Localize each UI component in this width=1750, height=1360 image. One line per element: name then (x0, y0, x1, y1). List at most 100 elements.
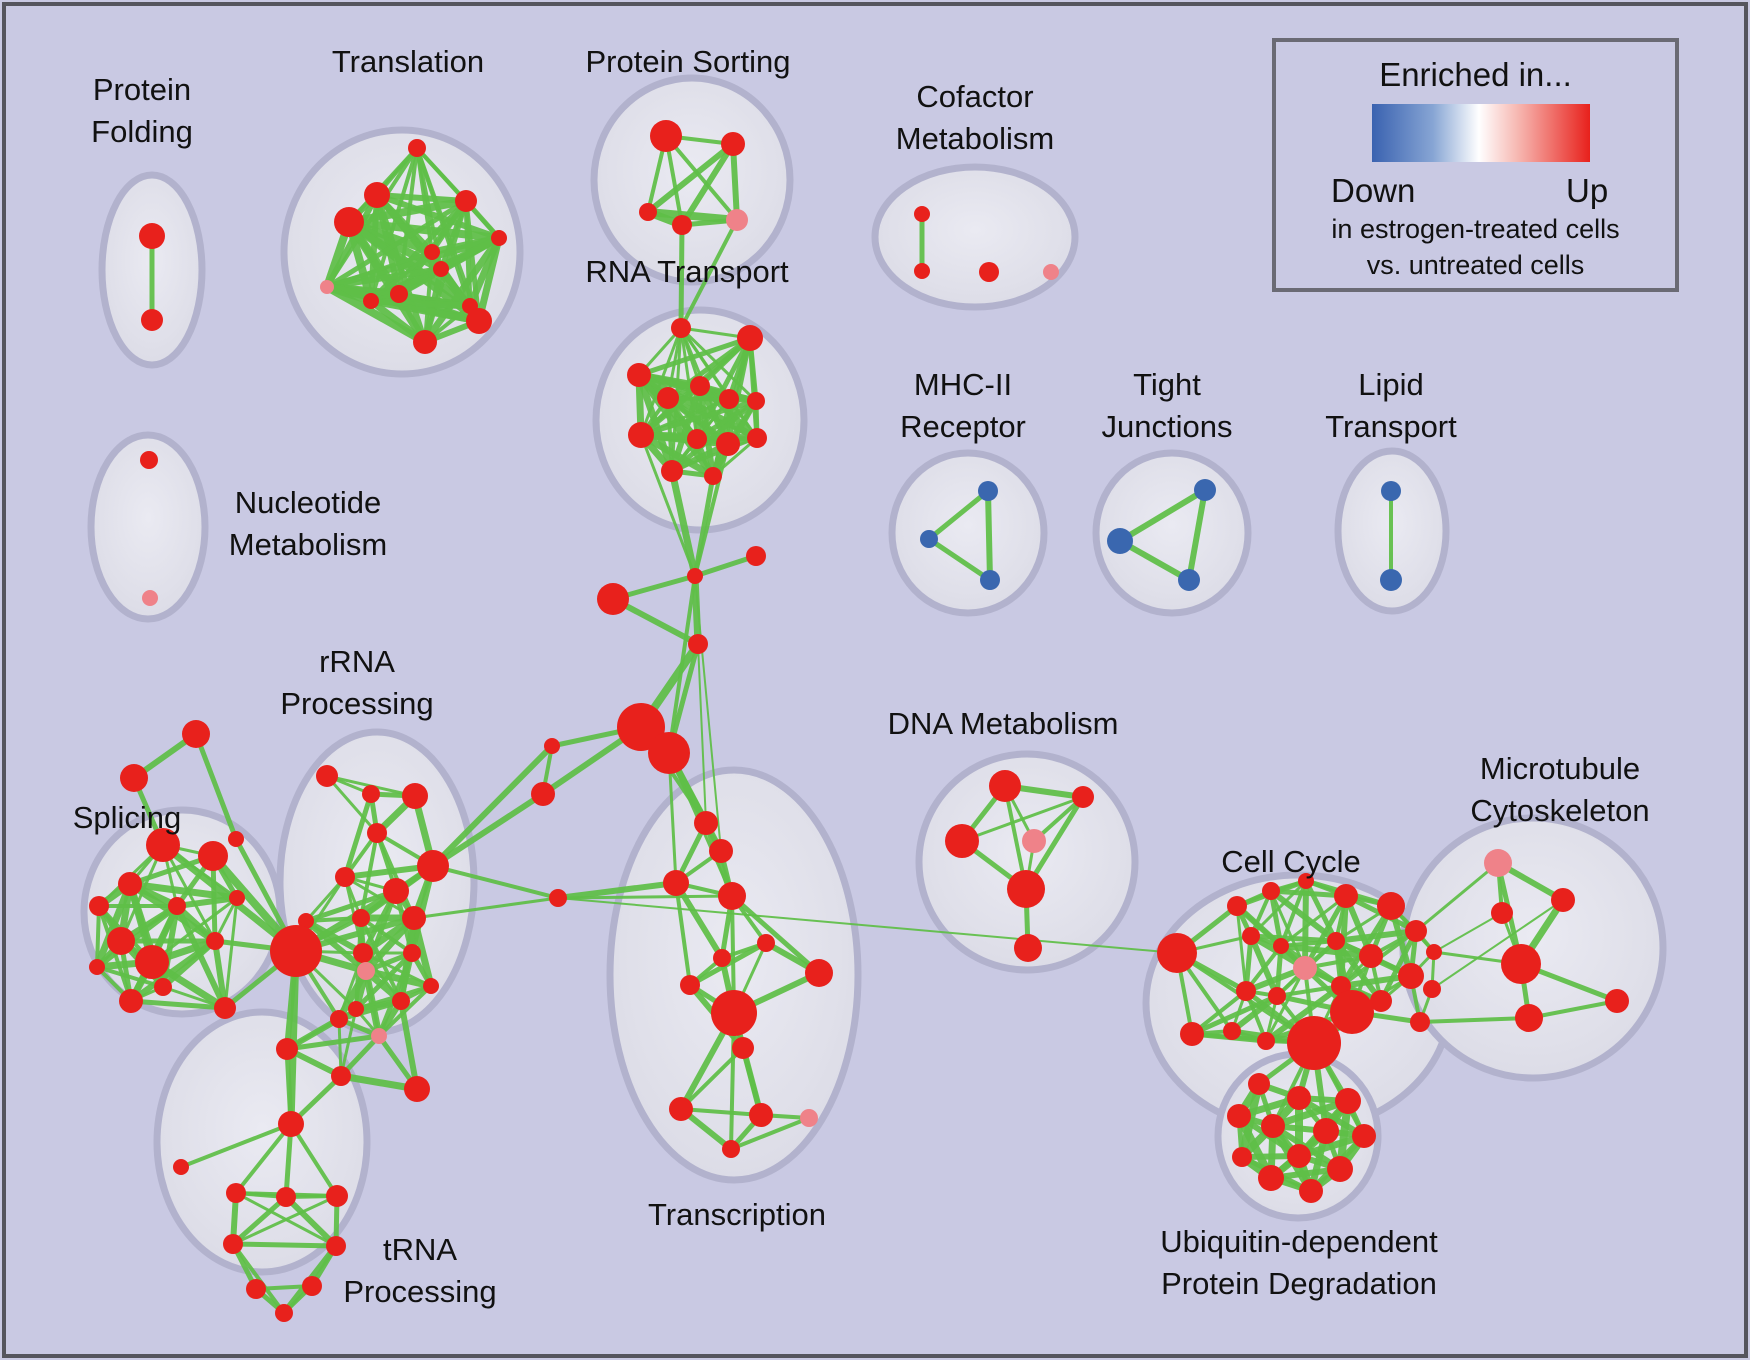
node-rt7[interactable] (747, 392, 765, 410)
node-pf2[interactable] (141, 309, 163, 331)
node-tr6[interactable] (424, 244, 440, 260)
node-rr10[interactable] (298, 913, 314, 929)
node-rt4[interactable] (657, 387, 679, 409)
node-pf1[interactable] (139, 223, 165, 249)
node-sp9[interactable] (89, 959, 105, 975)
node-rt3[interactable] (627, 363, 651, 387)
node-tg1[interactable] (182, 720, 210, 748)
node-cn2[interactable] (531, 782, 555, 806)
node-tg3[interactable] (228, 831, 244, 847)
node-ps3[interactable] (639, 203, 657, 221)
node-tx4[interactable] (718, 882, 746, 910)
node-sp7[interactable] (107, 927, 135, 955)
node-ub6[interactable] (1313, 1118, 1339, 1144)
node-tx2[interactable] (709, 839, 733, 863)
node-tx1[interactable] (694, 811, 718, 835)
node-cc3[interactable] (1227, 896, 1247, 916)
node-rt6[interactable] (719, 389, 739, 409)
node-tj2[interactable] (1107, 528, 1133, 554)
node-tn2[interactable] (276, 1187, 296, 1207)
node-dn1[interactable] (989, 770, 1021, 802)
node-tr2[interactable] (364, 182, 390, 208)
node-ub4[interactable] (1227, 1104, 1251, 1128)
node-tj1[interactable] (1194, 479, 1216, 501)
node-tn8[interactable] (275, 1304, 293, 1322)
node-rr9[interactable] (352, 909, 370, 927)
node-tni[interactable] (173, 1159, 189, 1175)
node-ub10[interactable] (1327, 1156, 1353, 1182)
node-rt11[interactable] (747, 428, 767, 448)
node-ub8[interactable] (1232, 1147, 1252, 1167)
node-nm1[interactable] (140, 451, 158, 469)
node-tr5[interactable] (491, 230, 507, 246)
node-sp13[interactable] (214, 997, 236, 1019)
node-sp12[interactable] (119, 989, 143, 1013)
node-br3[interactable] (331, 1066, 351, 1086)
node-dn2[interactable] (1072, 786, 1094, 808)
node-tx9[interactable] (711, 990, 757, 1036)
node-sp3[interactable] (118, 872, 142, 896)
node-sp6[interactable] (229, 890, 245, 906)
node-cc1[interactable] (1157, 933, 1197, 973)
node-mt4[interactable] (1501, 944, 1541, 984)
node-rt8[interactable] (628, 422, 654, 448)
node-sn1[interactable] (687, 568, 703, 584)
node-cc15[interactable] (1236, 981, 1256, 1001)
node-tx11[interactable] (669, 1097, 693, 1121)
node-ub1[interactable] (1248, 1073, 1270, 1095)
node-sp8[interactable] (135, 945, 169, 979)
node-rr6[interactable] (335, 867, 355, 887)
node-sp10[interactable] (206, 932, 224, 950)
node-cc20[interactable] (1257, 1032, 1275, 1050)
node-ps4[interactable] (672, 215, 692, 235)
node-lt2[interactable] (1380, 569, 1402, 591)
node-hubB[interactable] (648, 732, 690, 774)
node-dn4[interactable] (945, 824, 979, 858)
node-sn2[interactable] (746, 546, 766, 566)
node-tr10[interactable] (363, 293, 379, 309)
node-mt6[interactable] (1423, 980, 1441, 998)
node-tn3[interactable] (326, 1185, 348, 1207)
node-ub3[interactable] (1335, 1088, 1361, 1114)
node-rt2[interactable] (737, 325, 763, 351)
node-tn1[interactable] (226, 1183, 246, 1203)
node-rt5[interactable] (690, 376, 710, 396)
node-rt13[interactable] (704, 467, 722, 485)
node-ub7[interactable] (1352, 1124, 1376, 1148)
node-rr4[interactable] (367, 823, 387, 843)
node-mt8[interactable] (1515, 1004, 1543, 1032)
node-ub9[interactable] (1287, 1144, 1311, 1168)
node-br1[interactable] (276, 1038, 298, 1060)
node-tx3[interactable] (663, 870, 689, 896)
node-rr18[interactable] (404, 1076, 430, 1102)
node-tr7[interactable] (433, 261, 449, 277)
node-ub2[interactable] (1287, 1086, 1311, 1110)
node-rt9[interactable] (687, 429, 707, 449)
node-tr3[interactable] (334, 207, 364, 237)
node-tn5[interactable] (326, 1236, 346, 1256)
node-hub1[interactable] (270, 925, 322, 977)
node-sn4[interactable] (688, 634, 708, 654)
node-cf3[interactable] (979, 262, 999, 282)
node-rr14[interactable] (423, 978, 439, 994)
node-sp2[interactable] (198, 841, 228, 871)
node-mt2[interactable] (1551, 888, 1575, 912)
node-tn4[interactable] (223, 1234, 243, 1254)
node-rt10[interactable] (716, 432, 740, 456)
node-sp5[interactable] (168, 897, 186, 915)
node-cc4[interactable] (1262, 882, 1280, 900)
node-rr15[interactable] (392, 992, 410, 1010)
node-bx1[interactable] (549, 889, 567, 907)
node-tx8[interactable] (805, 959, 833, 987)
node-hubA[interactable] (617, 703, 665, 751)
node-ub12[interactable] (1299, 1179, 1323, 1203)
node-dn3[interactable] (1022, 829, 1046, 853)
node-cf2[interactable] (914, 263, 930, 279)
node-tr4[interactable] (455, 190, 477, 212)
node-rr12[interactable] (403, 944, 421, 962)
node-ub11[interactable] (1258, 1165, 1284, 1191)
node-cf4[interactable] (1043, 264, 1059, 280)
node-rt1[interactable] (671, 318, 691, 338)
node-mt9[interactable] (1605, 989, 1629, 1013)
node-cc13[interactable] (1359, 944, 1383, 968)
